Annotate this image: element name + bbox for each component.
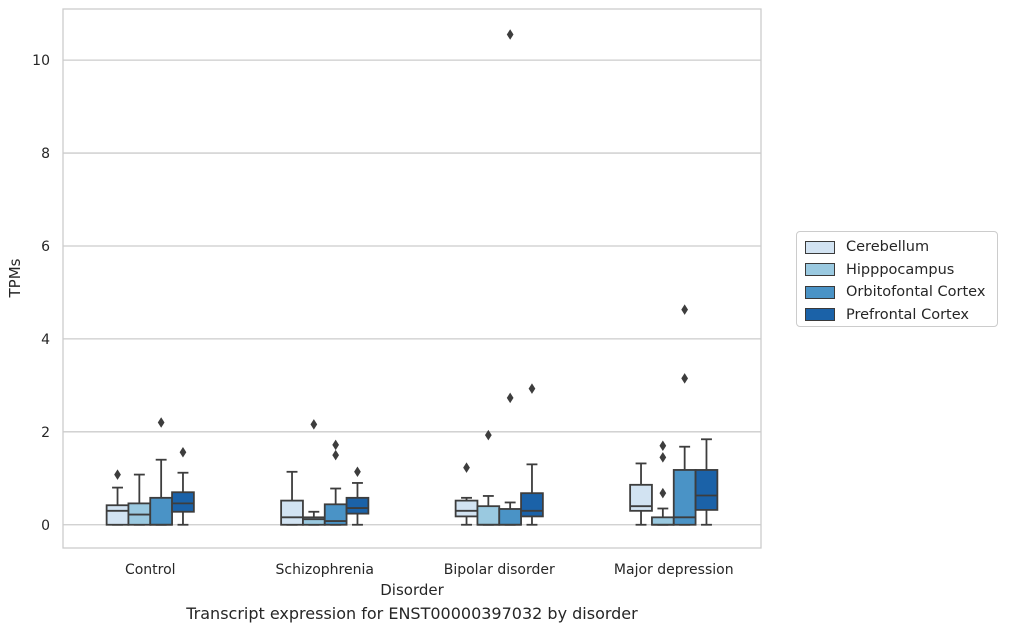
box-body xyxy=(454,499,479,518)
outlier-point xyxy=(506,29,514,40)
legend-swatch xyxy=(805,285,835,299)
box-series xyxy=(105,29,719,526)
outlier-point xyxy=(659,452,667,463)
y-axis-label: TPMs xyxy=(6,258,24,298)
box-orbitofontal-cortex xyxy=(323,439,348,526)
chart-caption: Transcript expression for ENST0000039703… xyxy=(186,604,638,623)
outlier-point xyxy=(659,440,667,452)
outlier-point xyxy=(681,304,689,315)
legend-swatch xyxy=(805,263,835,277)
legend-label: Cerebellum xyxy=(846,239,930,256)
box-prefrontal-cortex xyxy=(694,438,719,526)
outlier-point xyxy=(114,469,121,480)
box-prefrontal-cortex xyxy=(171,447,195,526)
box-prefrontal-cortex xyxy=(520,383,544,526)
legend-item: Orbitofontal Cortex xyxy=(805,281,997,304)
box-body xyxy=(498,508,522,526)
x-tick-label: Major depression xyxy=(614,562,734,578)
outlier-point xyxy=(310,419,318,430)
x-tick-label: Schizophrenia xyxy=(276,562,374,578)
y-tick-labels: 0 2 4 6 8 10 xyxy=(32,53,50,534)
outlier-point xyxy=(484,429,492,441)
box-body xyxy=(651,516,675,526)
outlier-point xyxy=(506,392,514,404)
y-tick-label: 6 xyxy=(41,239,50,255)
legend-item: Prefrontal Cortex xyxy=(805,304,997,327)
y-tick-label: 8 xyxy=(41,146,50,162)
box-body xyxy=(149,496,173,526)
box-prefrontal-cortex xyxy=(345,466,370,526)
box-cerebellum xyxy=(629,462,653,526)
outlier-point xyxy=(354,466,361,478)
legend-swatch xyxy=(805,308,835,322)
y-tick-label: 4 xyxy=(41,332,50,348)
legend-item: Hipppocampus xyxy=(805,259,997,282)
box-orbitofontal-cortex xyxy=(672,304,697,526)
y-tick-label: 10 xyxy=(32,53,50,69)
box-orbitofontal-cortex xyxy=(498,29,522,526)
outlier-point xyxy=(681,373,689,384)
legend-swatch xyxy=(805,240,835,254)
x-axis-label: Disorder xyxy=(380,581,444,599)
outlier-point xyxy=(659,487,667,499)
box-hipppocampus xyxy=(127,473,152,526)
outlier-point xyxy=(528,383,536,394)
box-body xyxy=(694,469,719,511)
legend-label: Hipppocampus xyxy=(846,261,955,278)
x-tick-label: Control xyxy=(125,562,176,578)
outlier-point xyxy=(157,417,165,428)
x-tick-labels: Control Schizophrenia Bipolar disorder Majo… xyxy=(125,562,734,578)
legend-label: Orbitofontal Cortex xyxy=(846,284,986,301)
box-body xyxy=(345,496,370,515)
box-orbitofontal-cortex xyxy=(149,417,173,526)
legend: Cerebellum Hipppocampus Orbitofontal Corte… xyxy=(796,231,998,327)
box-cerebellum xyxy=(105,469,130,526)
legend-item: Cerebellum xyxy=(805,236,997,259)
box-hipppocampus xyxy=(476,429,501,526)
outlier-point xyxy=(332,449,340,461)
outlier-point xyxy=(463,462,470,473)
outlier-point xyxy=(332,439,340,451)
box-body xyxy=(629,483,653,512)
y-tick-label: 0 xyxy=(41,518,50,534)
box-cerebellum xyxy=(280,470,304,526)
box-body xyxy=(323,503,348,526)
legend-label: Prefrontal Cortex xyxy=(846,306,969,323)
outlier-point xyxy=(179,447,187,458)
y-grid xyxy=(63,59,761,526)
box-body xyxy=(171,491,195,513)
y-tick-label: 2 xyxy=(41,425,50,441)
x-tick-label: Bipolar disorder xyxy=(444,562,555,578)
box-hipppocampus xyxy=(302,419,326,526)
plot-frame xyxy=(62,8,762,549)
box-cerebellum xyxy=(454,462,479,526)
box-hipppocampus xyxy=(651,440,675,526)
box-body xyxy=(105,504,130,526)
box-body xyxy=(520,492,544,518)
box-body xyxy=(280,499,304,526)
box-body xyxy=(476,505,501,526)
